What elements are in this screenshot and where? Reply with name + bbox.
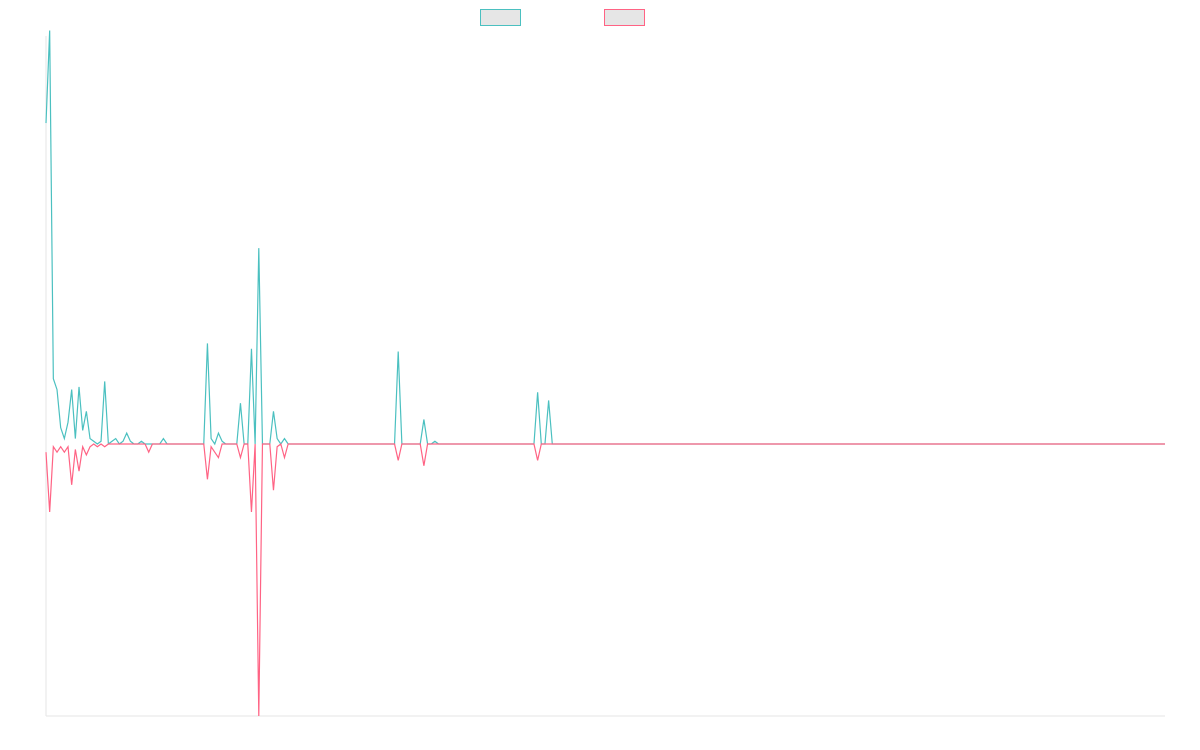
legend-swatch <box>480 9 521 26</box>
series-line <box>45 442 1165 717</box>
series-2 <box>45 442 1165 717</box>
legend[interactable] <box>480 9 645 26</box>
legend-item[interactable] <box>480 9 521 26</box>
axes <box>45 36 1165 717</box>
legend-swatch <box>604 9 645 26</box>
legend-item[interactable] <box>604 9 645 26</box>
series-line <box>45 30 1165 446</box>
series-1 <box>45 30 1165 446</box>
series-layer <box>45 30 1165 717</box>
